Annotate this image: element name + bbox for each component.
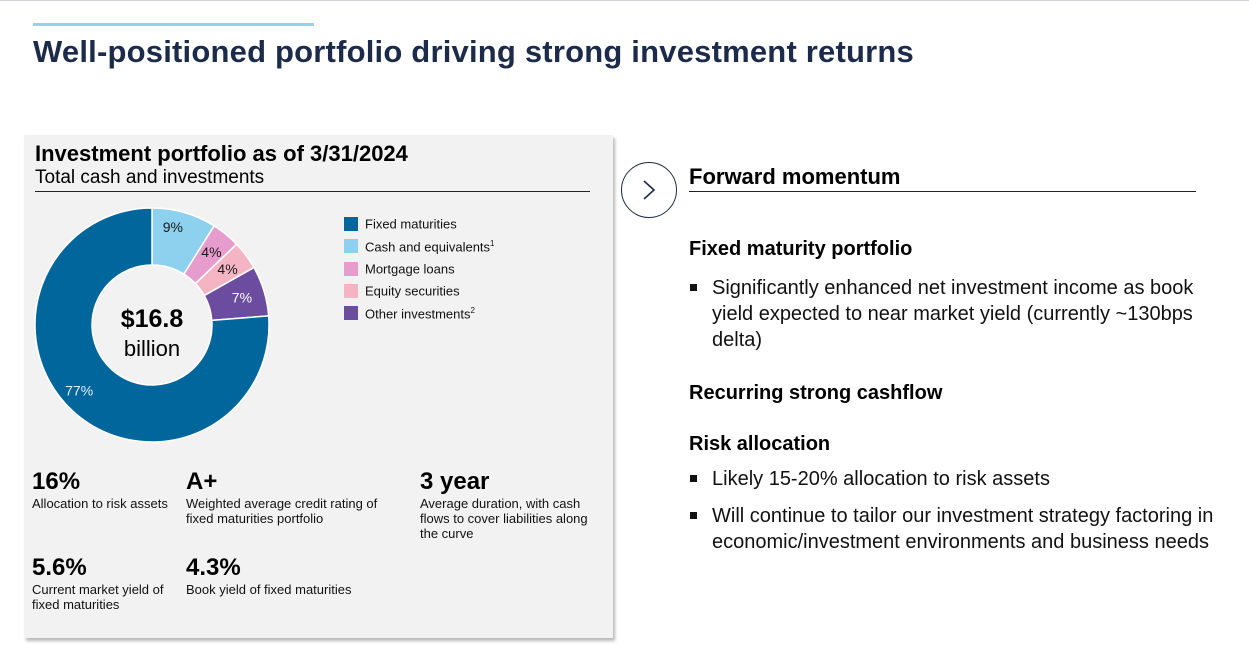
bullet-marker [690,475,697,482]
stat-value: 3 year [420,468,490,495]
top-rule [0,0,1249,1]
title-accent-bar [33,23,314,26]
legend-label: Cash and equivalents1 [365,238,495,255]
legend-item-other-investments: Other investments2 [344,302,494,324]
stat-description: Current market yield of fixed maturities [32,582,164,612]
legend-swatch [344,261,358,276]
stat-description: Weighted average credit rating of fixed … [186,496,378,526]
section-heading-risk-allocation: Risk allocation [689,433,831,455]
donut-data-label: 9% [163,219,183,235]
portfolio-subtitle: Total cash and investments [35,167,265,188]
forward-chevron-button[interactable] [621,162,677,218]
donut-data-label: 7% [232,290,252,306]
chevron-right-icon [643,180,656,200]
stat-description: Book yield of fixed maturities [186,582,352,597]
forward-momentum-title: Forward momentum [689,164,901,189]
legend-swatch [344,217,358,232]
stat-market-yield: 5.6% Current market yield of fixed matur… [32,554,172,612]
donut-slice-fixed-maturities [34,207,270,443]
legend-swatch [344,239,358,254]
legend-label: Equity securities [365,283,460,299]
legend-item-equity-securities: Equity securities [344,280,494,302]
donut-center-amount: $16.8 [120,305,184,333]
stat-credit-rating: A+ Weighted average credit rating of fix… [186,468,406,526]
portfolio-title: Investment portfolio as of 3/31/2024 [35,141,408,166]
forward-momentum-rule [689,191,1196,192]
bullet-marker [690,512,697,519]
legend-label: Mortgage loans [365,261,455,277]
donut-data-label: 4% [201,244,221,260]
chart-legend: Fixed maturities Cash and equivalents1 M… [344,213,494,324]
stat-value: 4.3% [186,554,241,581]
stat-value: 5.6% [32,554,87,581]
portfolio-title-rule [35,191,590,192]
legend-item-mortgage-loans: Mortgage loans [344,258,494,280]
stat-book-yield: 4.3% Book yield of fixed maturities [186,554,406,597]
donut-data-label: 77% [65,383,93,399]
bullet-item: Likely 15-20% allocation to risk assets [689,466,1219,492]
stat-description: Allocation to risk assets [32,496,168,511]
legend-item-fixed-maturities: Fixed maturities [344,213,494,235]
stat-risk-allocation: 16% Allocation to risk assets [32,468,172,511]
stat-value: 16% [32,468,81,495]
portfolio-panel: Investment portfolio as of 3/31/2024 Tot… [24,135,613,638]
donut-center-unit: billion [123,336,181,361]
legend-item-cash-and-equivalents: Cash and equivalents1 [344,235,494,257]
legend-label: Fixed maturities [365,216,457,232]
stat-value: A+ [186,468,218,495]
bullet-item: Will continue to tailor our investment s… [689,503,1219,555]
section-heading-fixed-maturity: Fixed maturity portfolio [689,238,913,260]
donut-data-label: 4% [217,261,237,277]
portfolio-donut-chart: 9% 4%4% 7% 77% [34,207,270,443]
risk-allocation-bullets: Likely 15-20% allocation to risk assets … [689,466,1219,566]
fixed-maturity-bullets: Significantly enhanced net investment in… [689,275,1204,364]
legend-swatch [344,284,358,299]
stat-description: Average duration, with cash flows to cov… [420,496,588,541]
section-heading-cashflow: Recurring strong cashflow [689,382,943,404]
legend-label: Other investments2 [365,305,475,321]
bullet-marker [690,284,697,291]
bullet-item: Significantly enhanced net investment in… [689,275,1204,353]
legend-swatch [344,306,358,321]
slide-title: Well-positioned portfolio driving strong… [33,34,914,69]
stat-duration: 3 year Average duration, with cash flows… [420,468,590,541]
